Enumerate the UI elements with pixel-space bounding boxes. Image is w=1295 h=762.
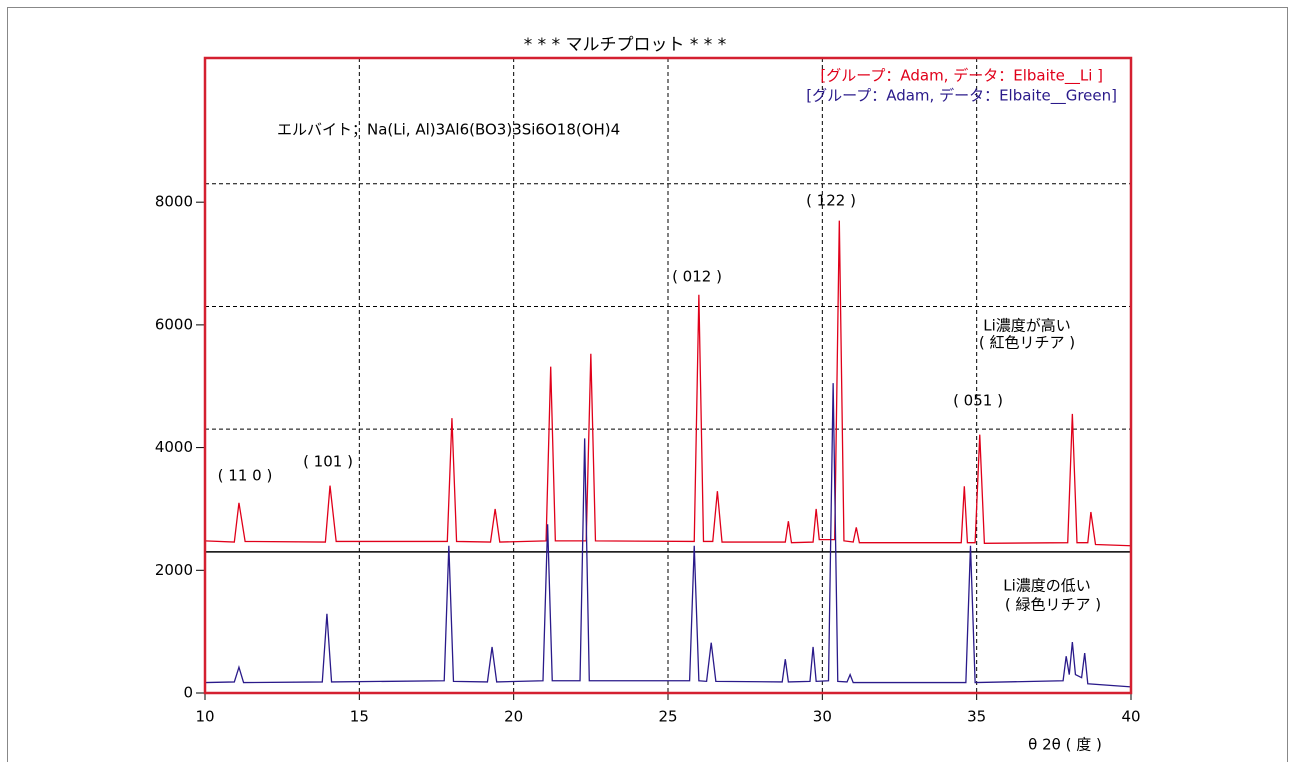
x-tick-label: 10	[195, 708, 214, 726]
series-line	[204, 383, 1132, 688]
x-tick-label: 40	[1121, 708, 1140, 726]
x-tick-label: 15	[350, 708, 369, 726]
y-tick-label: 6000	[155, 315, 193, 333]
x-tick-label: 30	[813, 708, 832, 726]
y-tick-label: 4000	[155, 438, 193, 456]
x-tick-label: 35	[967, 708, 986, 726]
annotation: Li濃度が高い	[983, 317, 1071, 335]
annotation: Li濃度の低い	[1003, 577, 1091, 595]
series-line	[204, 220, 1132, 547]
legend-entry: [グループ：Adam, データ：Elbaite__Green]	[806, 87, 1117, 106]
x-axis-label: θ 2θ ( 度 )	[1028, 736, 1102, 754]
legend-entry: [グループ：Adam, データ：Elbaite__Li ]	[820, 67, 1103, 86]
x-tick-label: 25	[658, 708, 677, 726]
y-tick-label: 2000	[155, 561, 193, 579]
annotation: エルバイト；Na(Li, Al)3Al6(BO3)3Si6O18(OH)4	[277, 121, 620, 139]
plot-frame	[203, 56, 1133, 695]
annotation: ( 緑色リチア )	[1005, 596, 1101, 614]
annotation: ( 101 )	[303, 453, 353, 471]
annotation: ( 紅色リチア )	[979, 334, 1075, 352]
y-tick-label: 8000	[155, 193, 193, 211]
window-border	[7, 7, 1288, 762]
y-tick-label: 0	[183, 684, 193, 702]
annotation: ( 051 )	[953, 392, 1003, 410]
annotation: ( 122 )	[806, 192, 856, 210]
x-tick-label: 20	[504, 708, 523, 726]
annotation: ( 11 0 )	[218, 467, 273, 485]
annotation: ( 012 )	[672, 268, 722, 286]
chart-title: * * * マルチプロット * * *	[524, 35, 726, 55]
